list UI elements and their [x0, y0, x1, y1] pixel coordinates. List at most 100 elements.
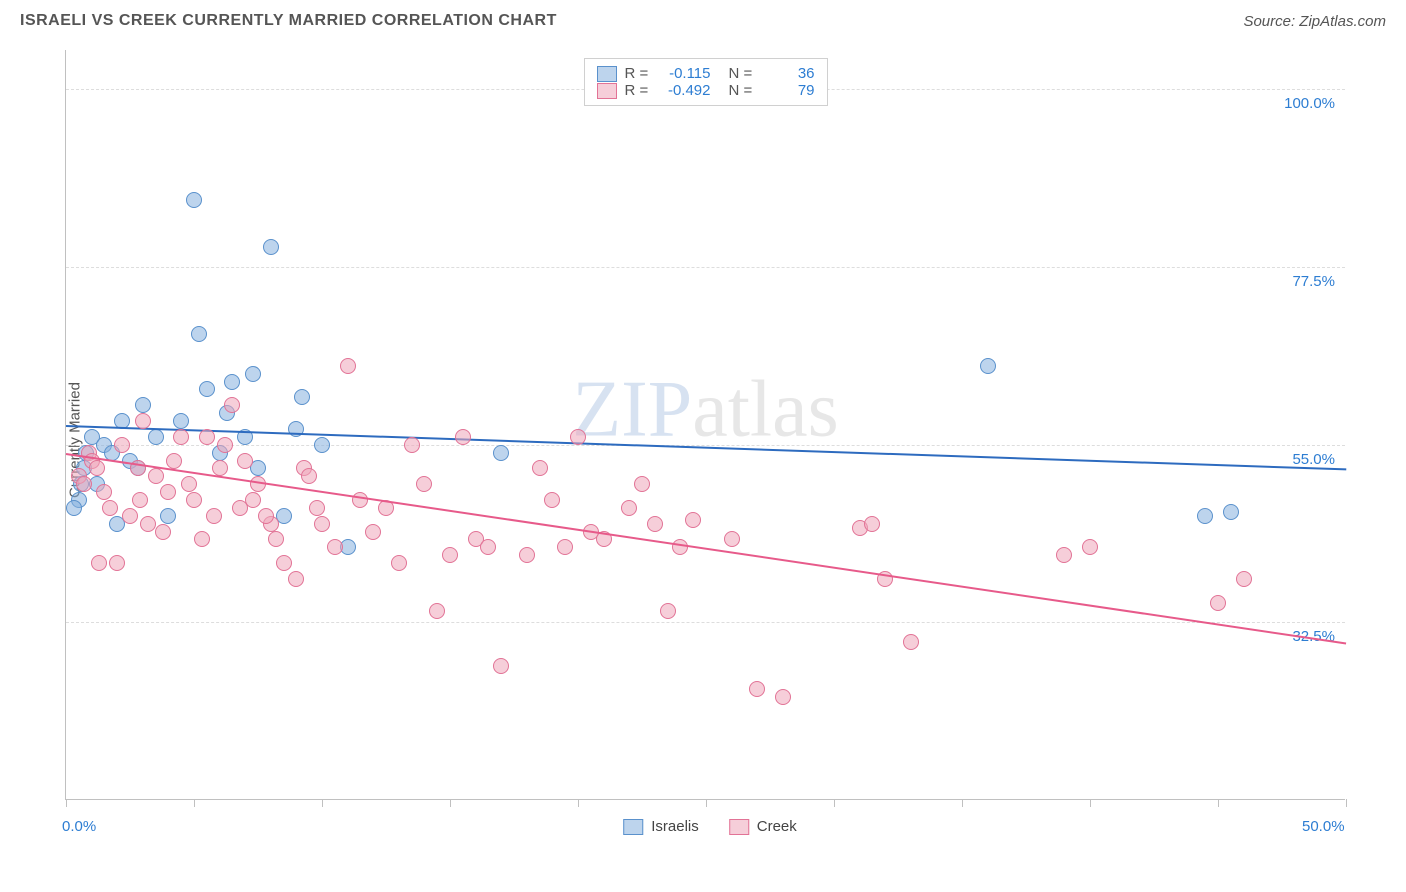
data-point	[493, 658, 509, 674]
legend-r-value: -0.492	[659, 82, 711, 99]
data-point	[429, 603, 445, 619]
chart-area: Currently Married ZIPatlas R =-0.115N =3…	[45, 50, 1375, 830]
data-point	[135, 413, 151, 429]
data-point	[416, 476, 432, 492]
legend-swatch	[597, 83, 617, 99]
legend-row: R =-0.492N =79	[597, 82, 815, 99]
data-point	[122, 508, 138, 524]
legend-n-value: 36	[763, 65, 815, 82]
y-tick-label: 100.0%	[1284, 95, 1335, 112]
data-point	[980, 358, 996, 374]
data-point	[1236, 571, 1252, 587]
data-point	[301, 468, 317, 484]
data-point	[634, 476, 650, 492]
legend-r-value: -0.115	[659, 65, 711, 82]
data-point	[391, 555, 407, 571]
series-legend: Israelis Creek	[623, 818, 797, 835]
data-point	[135, 397, 151, 413]
data-point	[263, 239, 279, 255]
chart-source: Source: ZipAtlas.com	[1243, 13, 1386, 30]
data-point	[76, 476, 92, 492]
x-tick	[322, 799, 323, 807]
data-point	[148, 468, 164, 484]
x-tick	[1090, 799, 1091, 807]
data-point	[206, 508, 222, 524]
data-point	[186, 192, 202, 208]
data-point	[294, 389, 310, 405]
gridline	[66, 267, 1345, 268]
watermark: ZIPatlas	[572, 364, 839, 455]
data-point	[132, 492, 148, 508]
data-point	[66, 500, 82, 516]
legend-swatch	[623, 819, 643, 835]
x-tick	[962, 799, 963, 807]
x-tick	[450, 799, 451, 807]
data-point	[724, 531, 740, 547]
data-point	[1197, 508, 1213, 524]
data-point	[245, 366, 261, 382]
data-point	[1056, 547, 1072, 563]
data-point	[1210, 595, 1226, 611]
data-point	[166, 453, 182, 469]
data-point	[217, 437, 233, 453]
data-point	[160, 508, 176, 524]
data-point	[224, 374, 240, 390]
legend-row: R = -0.115 N = 36	[597, 65, 815, 82]
x-tick-label: 0.0%	[62, 818, 96, 835]
data-point	[621, 500, 637, 516]
x-tick	[1218, 799, 1219, 807]
chart-title: ISRAELI VS CREEK CURRENTLY MARRIED CORRE…	[20, 12, 557, 30]
legend-series-name: Creek	[757, 818, 797, 835]
trend-line	[66, 453, 1346, 644]
legend-item: Creek	[729, 818, 797, 835]
data-point	[660, 603, 676, 619]
data-point	[864, 516, 880, 532]
data-point	[1223, 504, 1239, 520]
data-point	[749, 681, 765, 697]
watermark-part1: ZIP	[572, 365, 692, 453]
data-point	[404, 437, 420, 453]
data-point	[442, 547, 458, 563]
data-point	[173, 429, 189, 445]
legend-n-label: N =	[729, 65, 755, 82]
data-point	[327, 539, 343, 555]
data-point	[519, 547, 535, 563]
y-tick-label: 55.0%	[1292, 451, 1335, 468]
data-point	[140, 516, 156, 532]
data-point	[647, 516, 663, 532]
data-point	[455, 429, 471, 445]
data-point	[557, 539, 573, 555]
data-point	[224, 397, 240, 413]
gridline	[66, 622, 1345, 623]
legend-r-label: R =	[625, 82, 651, 99]
data-point	[173, 413, 189, 429]
legend-swatch	[729, 819, 749, 835]
y-tick-label: 77.5%	[1292, 273, 1335, 290]
data-point	[109, 555, 125, 571]
data-point	[258, 508, 274, 524]
data-point	[570, 429, 586, 445]
data-point	[89, 460, 105, 476]
x-tick	[194, 799, 195, 807]
data-point	[314, 516, 330, 532]
data-point	[672, 539, 688, 555]
data-point	[194, 531, 210, 547]
data-point	[276, 555, 292, 571]
data-point	[181, 476, 197, 492]
data-point	[191, 326, 207, 342]
data-point	[114, 437, 130, 453]
data-point	[199, 429, 215, 445]
data-point	[288, 571, 304, 587]
data-point	[685, 512, 701, 528]
data-point	[352, 492, 368, 508]
data-point	[232, 500, 248, 516]
data-point	[314, 437, 330, 453]
chart-header: ISRAELI VS CREEK CURRENTLY MARRIED CORRE…	[0, 0, 1406, 30]
x-tick	[834, 799, 835, 807]
legend-r-label: R =	[625, 65, 651, 82]
legend-series-name: Israelis	[651, 818, 699, 835]
legend-n-value: 79	[763, 82, 815, 99]
data-point	[155, 524, 171, 540]
data-point	[268, 531, 284, 547]
data-point	[91, 555, 107, 571]
